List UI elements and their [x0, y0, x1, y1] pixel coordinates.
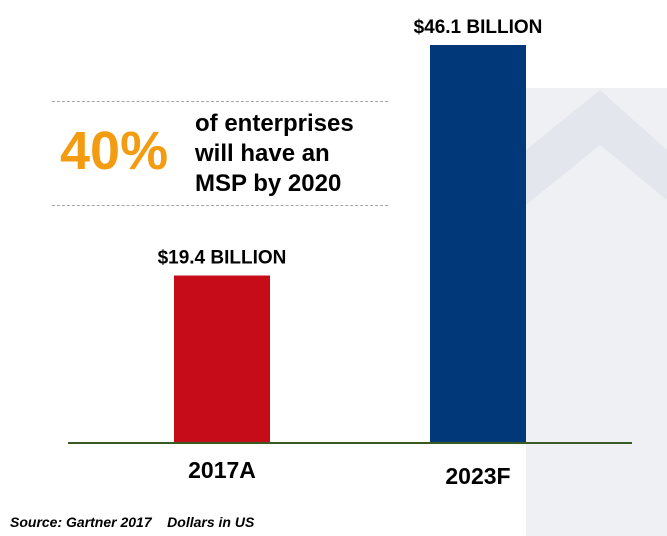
data-label-2023F: $46.1 BILLION [414, 17, 543, 38]
bar-2023F [430, 45, 526, 443]
category-label-2017A: 2017A [188, 457, 256, 483]
callout-divider-top [52, 101, 388, 102]
callout-line-3: MSP by 2020 [195, 170, 342, 197]
callout-line-1: of enterprises [195, 110, 354, 137]
data-label-2017A: $19.4 BILLION [158, 248, 287, 269]
category-label-2023F: 2023F [445, 463, 510, 489]
bars-layer [174, 45, 526, 443]
callout-text: of enterprises will have an MSP by 2020 [195, 109, 385, 199]
callout-line-2: will have an [195, 140, 330, 167]
callout-stat: 40% [60, 121, 169, 181]
labels-layer: $19.4 BILLION 2017A $46.1 BILLION 2023F [158, 17, 543, 489]
callout-divider-bottom [52, 205, 388, 206]
bar-2017A [174, 275, 270, 443]
source-note: Source: Gartner 2017 Dollars in US [10, 514, 255, 530]
